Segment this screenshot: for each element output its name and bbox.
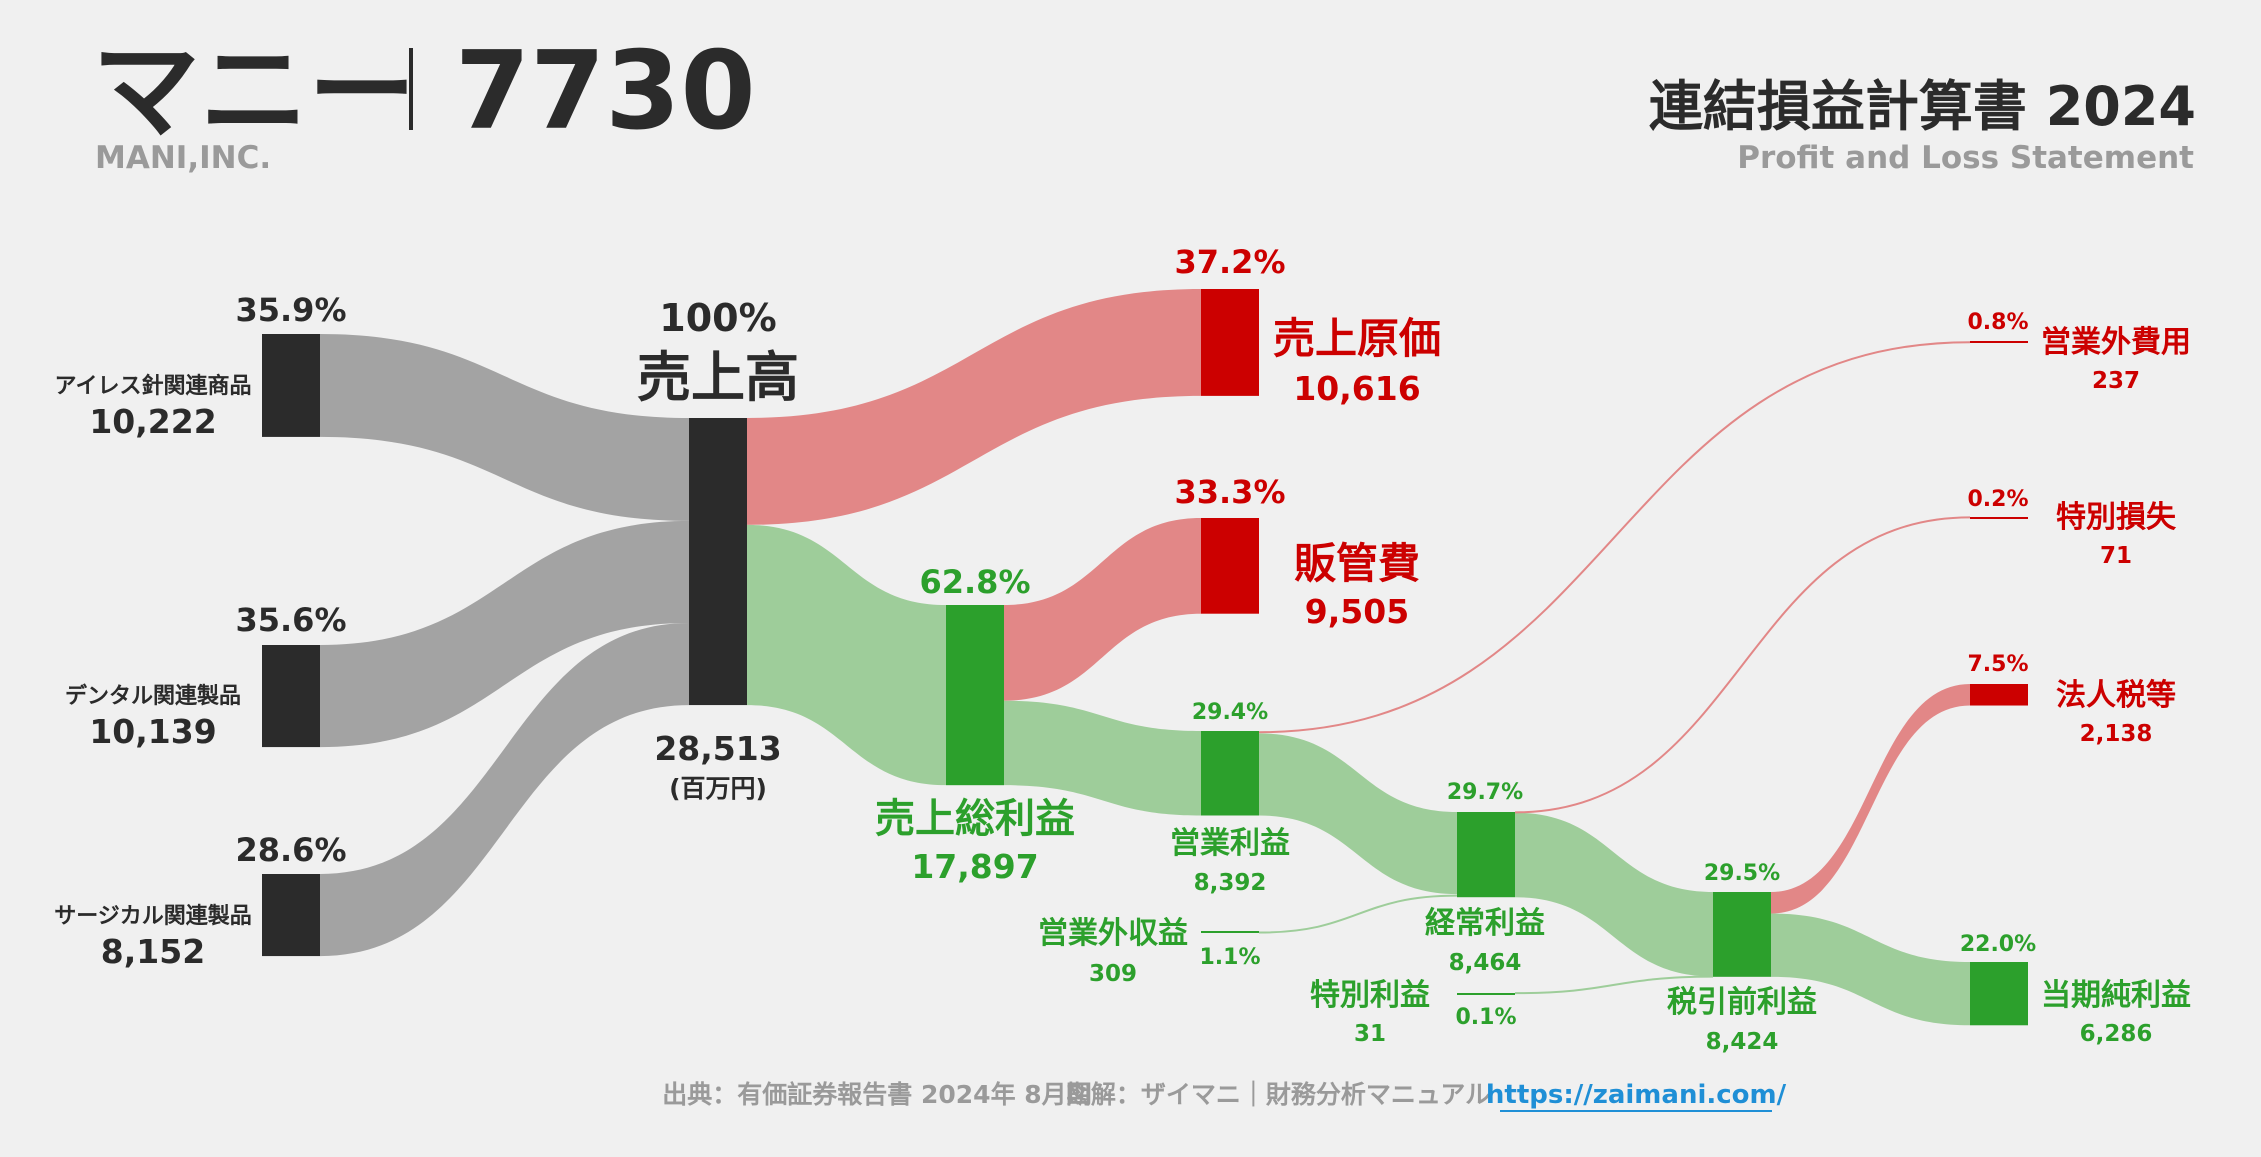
- op-value: 8,392: [1194, 870, 1267, 896]
- link-seg2-to-revenue: [320, 520, 689, 748]
- seg1-value: 10,222: [89, 402, 216, 441]
- net-label: 当期純利益: [2041, 978, 2191, 1013]
- node-gross: [946, 605, 1004, 786]
- nonop-inc-value: 309: [1089, 961, 1137, 987]
- seg3-label: サージカル関連製品: [54, 903, 252, 929]
- link-seg3-to-revenue: [320, 622, 689, 957]
- tax-value: 2,138: [2080, 721, 2153, 747]
- net-pct: 22.0%: [1960, 932, 2036, 957]
- footer-url-link[interactable]: https://zaimani.com/: [1486, 1080, 1787, 1112]
- statement-subtitle: Profit and Loss Statement: [1737, 140, 2194, 176]
- node-tax: [1970, 684, 2028, 706]
- nonop-exp-label: 営業外費用: [2041, 325, 2191, 360]
- footer-url[interactable]: https://zaimani.com/: [1486, 1080, 1787, 1110]
- sankey-labels: 35.9% アイレス針関連商品 10,222 35.6% デンタル関連製品 10…: [54, 243, 2191, 1055]
- op-pct: 29.4%: [1192, 700, 1268, 725]
- link-revenue-to-cogs: [747, 289, 1201, 525]
- cogs-label: 売上原価: [1273, 314, 1441, 363]
- node-seg2: [262, 645, 320, 748]
- ext-gain-label: 特別利益: [1310, 978, 1430, 1013]
- sankey-thin-links: [1258, 341, 1971, 995]
- net-value: 6,286: [2080, 1021, 2153, 1047]
- link-pretax-to-net: [1771, 913, 1970, 1026]
- node-revenue: [689, 418, 747, 706]
- node-cogs: [1201, 289, 1259, 396]
- seg2-pct: 35.6%: [235, 601, 346, 639]
- node-ext_gain: [1457, 993, 1515, 995]
- sga-label: 販管費: [1294, 539, 1420, 588]
- node-seg3: [262, 874, 320, 957]
- nonop-exp-value: 237: [2092, 368, 2140, 394]
- cogs-value: 10,616: [1293, 369, 1420, 408]
- pretax-pct: 29.5%: [1704, 861, 1780, 886]
- gross-pct: 62.8%: [919, 563, 1030, 601]
- gross-label: 売上総利益: [875, 796, 1075, 842]
- sga-value: 9,505: [1305, 592, 1409, 631]
- sankey-nodes: [262, 289, 2028, 1026]
- ordinary-value: 8,464: [1449, 950, 1522, 976]
- ext-loss-pct: 0.2%: [1967, 487, 2028, 512]
- pretax-label: 税引前利益: [1667, 985, 1817, 1020]
- link-ext_gain-to-pretax: [1514, 975, 1714, 995]
- nonop-exp-pct: 0.8%: [1967, 310, 2028, 335]
- ext-loss-value: 71: [2100, 543, 2132, 569]
- statement-title: 連結損益計算書 2024: [1649, 75, 2196, 138]
- node-nonop_inc: [1201, 931, 1259, 933]
- ext-loss-label: 特別損失: [2056, 500, 2177, 535]
- node-net: [1970, 962, 2028, 1026]
- ext-gain-value: 31: [1354, 1021, 1386, 1047]
- seg1-label: アイレス針関連商品: [55, 373, 252, 399]
- company-english-name: MANI,INC.: [95, 140, 271, 176]
- footer: 出典：有価証券報告書 2024年 8月期 図解：ザイマニ｜財務分析マニュアル h…: [662, 1080, 1787, 1112]
- node-ext_loss: [1970, 517, 2028, 519]
- ext-gain-pct: 0.1%: [1455, 1005, 1516, 1030]
- ticker-code: 7730: [455, 29, 756, 154]
- seg3-value: 8,152: [101, 932, 205, 971]
- seg2-label: デンタル関連製品: [65, 683, 241, 709]
- link-seg1-to-revenue: [320, 334, 689, 521]
- seg1-pct: 35.9%: [235, 291, 346, 329]
- footer-source: 出典：有価証券報告書 2024年 8月期: [662, 1080, 1091, 1109]
- link-revenue-to-gross: [747, 524, 946, 786]
- sankey-links: [320, 289, 1970, 1026]
- node-nonop_exp: [1970, 341, 2028, 343]
- cogs-pct: 37.2%: [1174, 243, 1285, 281]
- link-ordinary-to-pretax: [1515, 812, 1713, 977]
- link-op-to-nonop_exp: [1258, 341, 1971, 734]
- node-ordinary: [1457, 812, 1515, 898]
- seg2-value: 10,139: [89, 712, 216, 751]
- gross-value: 17,897: [911, 847, 1038, 886]
- ordinary-label: 経常利益: [1425, 906, 1545, 941]
- header: マニー 7730 MANI,INC. 連結損益計算書 2024 Profit a…: [92, 29, 2196, 176]
- link-pretax-to-tax: [1771, 684, 1970, 914]
- ordinary-pct: 29.7%: [1447, 780, 1523, 805]
- tax-pct: 7.5%: [1967, 652, 2028, 677]
- revenue-value: 28,513: [654, 729, 781, 768]
- unit-label: (百万円): [669, 774, 767, 803]
- sga-pct: 33.3%: [1174, 473, 1285, 511]
- op-label: 営業利益: [1170, 826, 1290, 861]
- link-nonop_inc-to-ordinary: [1258, 894, 1458, 934]
- seg3-pct: 28.6%: [235, 831, 346, 869]
- node-pretax: [1713, 892, 1771, 977]
- nonop-inc-pct: 1.1%: [1199, 945, 1260, 970]
- link-gross-to-sga: [1004, 518, 1201, 701]
- pretax-value: 8,424: [1706, 1029, 1779, 1055]
- revenue-label: 売上高: [637, 346, 799, 409]
- revenue-pct: 100%: [659, 296, 776, 340]
- link-op-to-ordinary: [1259, 733, 1457, 895]
- node-seg1: [262, 334, 320, 437]
- company-name: マニー: [92, 29, 416, 154]
- link-gross-to-op: [1004, 700, 1201, 816]
- node-op: [1201, 731, 1259, 816]
- tax-label: 法人税等: [2056, 678, 2176, 713]
- footer-credit: 図解：ザイマニ｜財務分析マニュアル: [1066, 1080, 1490, 1109]
- node-sga: [1201, 518, 1259, 614]
- link-ordinary-to-ext_loss: [1514, 516, 1971, 814]
- nonop-inc-label: 営業外収益: [1038, 916, 1188, 951]
